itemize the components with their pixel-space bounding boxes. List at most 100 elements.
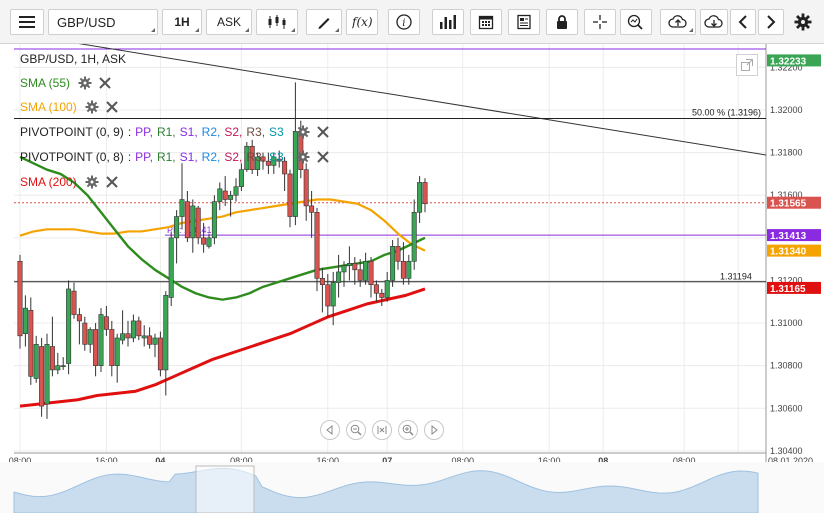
indicators-button[interactable]: f(x)	[346, 9, 378, 35]
cloud-upload-icon	[668, 15, 687, 28]
candle-body	[195, 207, 201, 239]
legend-sma200: SMA (200)	[20, 173, 119, 191]
zoom-out-icon	[350, 424, 362, 436]
scroll-forward-button[interactable]	[424, 420, 444, 440]
chart-area[interactable]: 50.00 % (1.3196)PP: 1.314131.311941.3220…	[0, 33, 824, 513]
timeframe-label: 1H	[174, 15, 190, 29]
chart-toolbar: GBP/USD 1H ASK f(x) i	[0, 0, 824, 44]
gear-icon[interactable]	[296, 125, 310, 139]
scroll-left-button[interactable]	[730, 9, 756, 35]
close-icon[interactable]	[316, 125, 330, 139]
candle-body	[400, 260, 406, 279]
gear-icon[interactable]	[296, 150, 310, 164]
menu-button[interactable]	[10, 9, 44, 35]
candle-body	[163, 295, 169, 371]
pivot-item: S1,	[179, 150, 198, 164]
close-icon[interactable]	[105, 175, 119, 189]
draw-tool-button[interactable]	[306, 9, 342, 35]
cloud-download-icon	[704, 15, 723, 28]
candle-body	[114, 337, 120, 366]
candle-body	[282, 160, 288, 175]
y-tick-label: 1.31600	[770, 190, 803, 200]
price-badge-label: 1.32233	[770, 56, 807, 67]
close-icon[interactable]	[316, 150, 330, 164]
expand-icon	[741, 59, 753, 71]
candle-body	[325, 284, 331, 307]
candle-body	[368, 260, 374, 286]
candle-body	[190, 205, 196, 239]
legend-pivot-1: PIVOTPOINT (0, 9) : PP, R1, S1, R2, S2, R3, S3	[20, 123, 330, 141]
gear-icon[interactable]	[78, 76, 92, 90]
candle-body	[271, 156, 277, 166]
gear-icon[interactable]	[85, 175, 99, 189]
y-tick-label: 1.30400	[770, 446, 803, 456]
scroll-right-button[interactable]	[758, 9, 784, 35]
timeframe-selector[interactable]: 1H	[162, 9, 202, 35]
download-button[interactable]	[700, 9, 728, 35]
zoom-out-button[interactable]	[346, 420, 366, 440]
candle-body	[228, 194, 234, 200]
candle-body	[303, 169, 309, 207]
pivot-item: S3	[269, 125, 284, 139]
gear-icon	[794, 13, 812, 31]
info-icon: i	[396, 14, 412, 30]
candle-body	[314, 211, 320, 279]
price-badge	[767, 229, 821, 242]
compare-button[interactable]	[620, 9, 652, 35]
y-tick-label: 1.31200	[770, 275, 803, 285]
candle-body	[87, 329, 93, 345]
candle-body	[174, 216, 180, 239]
chart-type-button[interactable]	[256, 9, 298, 35]
function-icon: f(x)	[352, 15, 372, 29]
triangle-right-icon	[431, 425, 438, 435]
upload-button[interactable]	[660, 9, 696, 35]
candle-body	[346, 263, 352, 266]
candle-body	[238, 169, 244, 188]
candle-body	[55, 365, 61, 371]
hline-label: 1.31194	[720, 272, 752, 282]
info-button[interactable]: i	[388, 9, 420, 35]
zoom-in-button[interactable]	[398, 420, 418, 440]
x-tick-label: 08:00	[673, 456, 696, 466]
chart-title: GBP/USD, 1H, ASK	[20, 52, 127, 66]
candle-body	[66, 288, 72, 364]
candle-body	[157, 337, 163, 371]
candle-body	[49, 346, 55, 371]
close-icon[interactable]	[105, 100, 119, 114]
pivot1-items: PP, R1, S1, R2, S2, R3, S3	[135, 125, 288, 139]
scroll-back-button[interactable]	[320, 420, 340, 440]
candle-body	[330, 282, 336, 307]
pivot1-label: PIVOTPOINT (0, 9)	[20, 125, 124, 139]
candle-body	[125, 333, 131, 339]
candle-body	[255, 156, 261, 170]
pivot-item: R3,	[246, 125, 266, 139]
news-button[interactable]	[508, 9, 540, 35]
lock-button[interactable]	[546, 9, 578, 35]
zoom-in-icon	[402, 424, 414, 436]
pivot2-label: PIVOTPOINT (0, 8)	[20, 150, 124, 164]
crosshair-button[interactable]	[584, 9, 616, 35]
pivot-item: S3	[269, 150, 284, 164]
pivot-item: R1,	[156, 125, 176, 139]
settings-button[interactable]	[788, 9, 818, 35]
price-type-selector[interactable]: ASK	[206, 9, 252, 35]
x-tick-label: 16:00	[95, 456, 118, 466]
symbol-selector[interactable]: GBP/USD	[48, 9, 158, 35]
reset-zoom-button[interactable]	[372, 420, 392, 440]
fullscreen-button[interactable]	[736, 54, 758, 76]
price-chart[interactable]: 50.00 % (1.3196)PP: 1.314131.311941.3220…	[0, 33, 824, 513]
candle-body	[265, 160, 271, 166]
candle-body	[287, 173, 293, 217]
gear-icon[interactable]	[85, 100, 99, 114]
sma100-label: SMA (100)	[20, 100, 77, 114]
candle-body	[136, 320, 142, 337]
price-badge-label: 1.31165	[770, 284, 806, 295]
candle-body	[390, 246, 396, 281]
price-type-label: ASK	[216, 15, 241, 29]
volume-button[interactable]	[432, 9, 464, 35]
calendar-button[interactable]	[470, 9, 502, 35]
candle-body	[130, 320, 136, 339]
close-icon[interactable]	[98, 76, 112, 90]
fit-icon	[377, 426, 387, 434]
chevron-left-icon	[738, 15, 747, 29]
